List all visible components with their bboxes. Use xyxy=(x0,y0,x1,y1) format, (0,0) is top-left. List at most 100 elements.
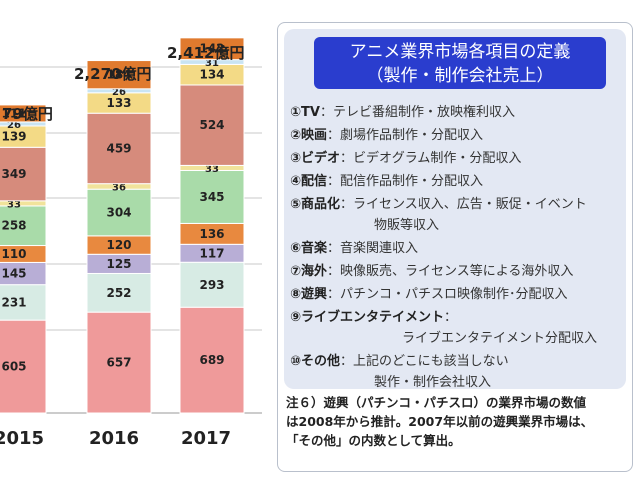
data-label-2017-4: 136 xyxy=(199,227,224,241)
definition-item-merchandise: ⑤商品化：ライセンス収入、広告・販促・イベント xyxy=(290,193,587,212)
definition-sep: ： xyxy=(327,128,341,143)
definition-sep: ： xyxy=(319,105,333,120)
data-label-2015-7: 349 xyxy=(1,167,26,181)
definition-term: ⑨ライブエンタテイメント xyxy=(290,310,445,325)
footnote-line1: 注６）遊興（パチンコ・パチスロ）の業界市場の数値 xyxy=(286,395,587,410)
definition-box: アニメ業界市場各項目の定義 （製作・制作会社売上） ①TV：テレビ番組制作・放映… xyxy=(284,29,626,390)
definition-term: ①TV xyxy=(290,105,320,120)
definition-title-line2: （製作・制作会社売上） xyxy=(366,66,554,86)
data-label-2015-3: 145 xyxy=(1,267,26,281)
x-tick-label-2015: 2015 xyxy=(0,428,45,449)
definition-desc: 上記のどこにも該当しない xyxy=(353,354,509,369)
total-label-2016: 2,270億円 xyxy=(74,65,152,83)
data-label-2017-7: 524 xyxy=(199,118,224,132)
definition-sep: ： xyxy=(340,151,354,166)
definition-sep: ： xyxy=(340,354,354,369)
definition-sep: ： xyxy=(444,310,458,325)
data-label-2017-1: 689 xyxy=(199,353,224,367)
data-label-2016-4: 120 xyxy=(106,238,131,252)
definition-desc: 映像販売、ライセンス等による海外収入 xyxy=(340,264,574,279)
definition-item-overseas: ⑦海外：映像販売、ライセンス等による海外収入 xyxy=(290,260,573,279)
data-label-2015-6: 33 xyxy=(7,199,21,210)
stacked-bar-chart: 605 231 145 110 258 33 349 139 26 111 657 252 125 120… xyxy=(0,0,270,478)
total-label-2017: 2,412億円 xyxy=(167,44,245,62)
data-label-2016-3: 125 xyxy=(106,257,131,271)
definition-item-streaming: ④配信：配信作品制作・分配収入 xyxy=(290,170,483,189)
x-tick-label-2016: 2016 xyxy=(88,428,140,449)
definition-item-movie: ②映画：劇場作品制作・分配収入 xyxy=(290,124,483,143)
data-label-2016-2: 252 xyxy=(106,286,131,300)
definition-desc: 音楽関連収入 xyxy=(340,241,419,256)
definition-title: アニメ業界市場各項目の定義 （製作・制作会社売上） xyxy=(314,37,606,89)
data-label-2017-8: 134 xyxy=(199,68,224,82)
definition-term: ③ビデオ xyxy=(290,151,341,166)
data-label-2017-6: 33 xyxy=(205,164,219,175)
definition-title-line1: アニメ業界市場各項目の定義 xyxy=(349,42,571,62)
definition-desc: ビデオグラム制作・分配収入 xyxy=(353,151,522,166)
footnote-line2: は2008年から推計。2007年以前の遊興業界市場は、 xyxy=(286,414,594,429)
bar-segment-2016-10 xyxy=(86,60,152,90)
footnote-line3: 「その他」の内数として算出。 xyxy=(286,433,461,448)
bar-segment-2015-7 xyxy=(0,146,47,202)
definition-item-live-cont: ライブエンタテイメント分配収入 xyxy=(402,331,598,346)
bar-segment-2015-10 xyxy=(0,104,47,123)
definition-item-video: ③ビデオ：ビデオグラム制作・分配収入 xyxy=(290,147,521,166)
definition-term: ⑦海外 xyxy=(290,264,328,279)
definition-sep: ： xyxy=(327,287,341,302)
data-label-2016-9: 26 xyxy=(112,87,126,98)
definition-item-tv: ①TV：テレビ番組制作・放映権利収入 xyxy=(290,101,515,120)
bar-segment-2016-2 xyxy=(86,272,152,313)
total-label-2015: 79億円 xyxy=(2,105,53,123)
definition-term: ⑤商品化 xyxy=(290,197,341,212)
data-label-2016-6: 36 xyxy=(112,182,126,193)
footnote: 注６）遊興（パチンコ・パチスロ）の業界市場の数値 は2008年から推計。2007… xyxy=(286,393,626,450)
definition-desc: 劇場作品制作・分配収入 xyxy=(340,128,484,143)
definition-item-other-cont: 製作・制作会社収入 xyxy=(374,375,492,390)
definition-sep: ： xyxy=(327,264,341,279)
data-label-2016-1: 657 xyxy=(106,356,131,370)
definition-item-live: ⑨ライブエンタテイメント： xyxy=(290,306,457,325)
data-label-2017-3: 117 xyxy=(199,246,224,260)
definition-term: ⑧遊興 xyxy=(290,287,328,302)
definition-item-other: ⑩その他：上記のどこにも該当しない xyxy=(290,350,509,369)
bar-segment-2017-7 xyxy=(179,84,245,166)
bar-segment-2015-2 xyxy=(0,284,47,321)
bar-segment-2017-1 xyxy=(179,306,245,414)
data-label-2016-7: 459 xyxy=(106,141,131,155)
data-label-2015-1: 605 xyxy=(1,360,26,374)
data-label-2015-5: 258 xyxy=(1,219,26,233)
data-label-2015-8: 139 xyxy=(1,130,26,144)
bar-segment-2016-7 xyxy=(86,112,152,185)
definition-desc: 配信作品制作・分配収入 xyxy=(340,174,484,189)
definition-sep: ： xyxy=(340,197,354,212)
definition-term: ④配信 xyxy=(290,174,328,189)
data-label-2017-10: 142 xyxy=(199,42,224,56)
data-label-2017-9: 31 xyxy=(205,58,219,69)
definition-panel: アニメ業界市場各項目の定義 （製作・制作会社売上） ①TV：テレビ番組制作・放映… xyxy=(277,22,633,472)
bar-segment-2017-10 xyxy=(179,37,245,61)
definition-sep: ： xyxy=(327,241,341,256)
data-label-2015-2: 231 xyxy=(1,295,26,309)
definition-item-music: ⑥音楽：音楽関連収入 xyxy=(290,237,418,256)
definition-term: ⑩その他 xyxy=(290,354,341,369)
data-label-2017-2: 293 xyxy=(199,278,224,292)
data-label-2017-5: 345 xyxy=(199,190,224,204)
bar-segment-2015-1 xyxy=(0,319,47,414)
bar-segment-2017-2 xyxy=(179,261,245,308)
data-label-2016-10: 184 xyxy=(106,68,131,82)
definition-term: ⑥音楽 xyxy=(290,241,328,256)
data-label-2015-10: 111 xyxy=(1,106,26,120)
bar-segment-2016-1 xyxy=(86,311,152,414)
definition-desc: ライセンス収入、広告・販促・イベント xyxy=(353,197,587,212)
definition-sep: ： xyxy=(327,174,341,189)
definition-desc: テレビ番組制作・放映権利収入 xyxy=(332,105,515,120)
definition-term: ②映画 xyxy=(290,128,328,143)
definition-item-merchandise-cont: 物販等収入 xyxy=(374,218,440,233)
data-label-2016-8: 133 xyxy=(106,96,131,110)
x-tick-label-2017: 2017 xyxy=(180,428,232,449)
definition-item-pachinko: ⑧遊興：パチンコ・パチスロ映像制作･分配収入 xyxy=(290,283,568,302)
definition-desc: パチンコ・パチスロ映像制作･分配収入 xyxy=(340,287,568,302)
data-label-2016-5: 304 xyxy=(106,206,131,220)
data-label-2015-4: 110 xyxy=(1,247,26,261)
data-label-2015-9: 26 xyxy=(7,120,21,131)
